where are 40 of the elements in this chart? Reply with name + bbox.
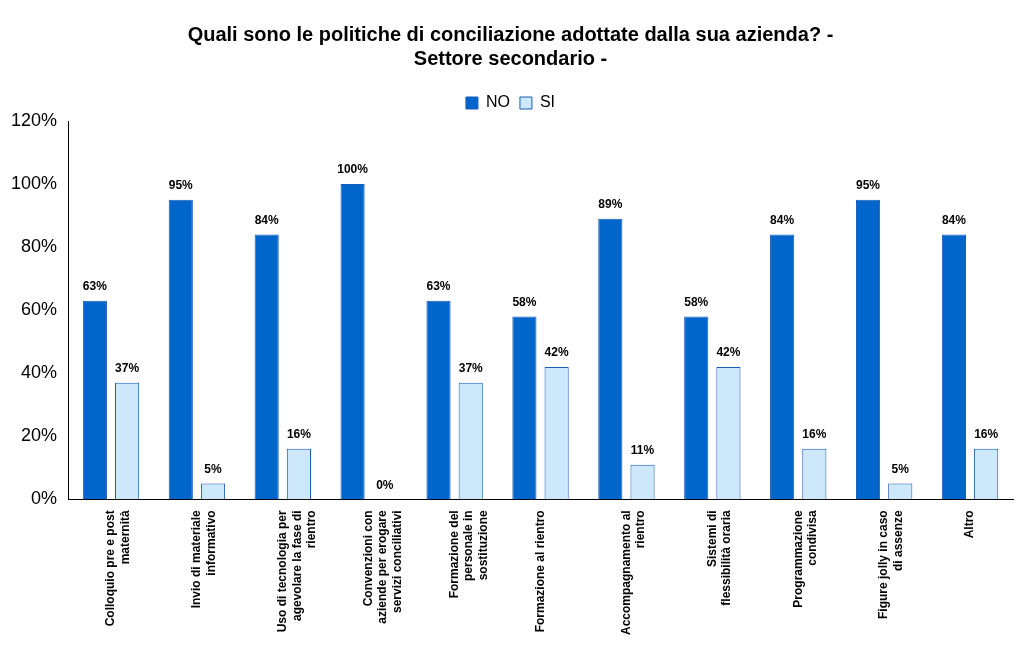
data-label: 5% [891, 461, 910, 476]
chart-title: Quali sono le politiche di conciliazione adottate dalla sua azienda? - Settore secondario - [187, 22, 834, 69]
y-tick-label: 120% [10, 109, 58, 130]
data-label: 37% [115, 360, 140, 375]
legend-label: SI [539, 93, 556, 111]
data-label: 5% [204, 461, 222, 476]
data-label: 16% [974, 427, 999, 442]
x-tick-label: Invio di materiale informativo [189, 509, 218, 609]
data-label: 16% [286, 427, 312, 442]
y-tick-label: 40% [21, 362, 58, 383]
data-label: 84% [770, 212, 795, 227]
data-label: 58% [512, 294, 537, 309]
data-label: 100% [337, 162, 369, 177]
y-tick-label: 80% [21, 236, 58, 257]
data-label: 0% [376, 477, 394, 492]
data-label: 42% [544, 345, 569, 360]
data-label: 63% [82, 279, 108, 294]
x-tick-label: Formazione al rientro [532, 510, 547, 633]
x-tick-label: Accompagnamento al rientro [618, 510, 648, 636]
x-tick-label: Uso di tecnologia per agevolare la fase di rientro [275, 509, 318, 633]
y-tick-label: 60% [21, 299, 58, 320]
data-label: 42% [716, 345, 741, 360]
data-label: 84% [941, 212, 967, 227]
data-label: 37% [458, 360, 484, 375]
x-tick-label: Altro [962, 510, 977, 539]
x-tick-label: Figure jolly in caso di assenze [876, 509, 905, 620]
data-label: 63% [426, 279, 451, 294]
data-label: 11% [630, 442, 655, 457]
data-label: 89% [598, 197, 623, 212]
x-tick-label: Programmazione condivisa [790, 509, 819, 608]
x-tick-label: Colloquio pre e post maternità [103, 509, 132, 627]
data-label: 84% [254, 212, 280, 227]
y-tick-label: 0% [31, 488, 58, 509]
y-tick-label: 100% [10, 173, 58, 194]
data-label: 16% [802, 427, 827, 442]
data-label: 95% [168, 178, 194, 193]
y-tick-label: 20% [21, 425, 58, 446]
legend-label: NO [485, 93, 510, 111]
data-label: 95% [856, 178, 881, 193]
data-label: 58% [684, 294, 709, 309]
